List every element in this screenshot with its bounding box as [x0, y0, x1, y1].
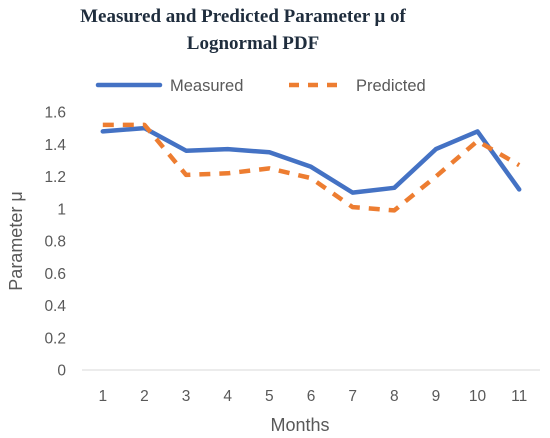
series-line-measured: [100, 125, 522, 195]
y-tick-label: 0.4: [44, 298, 66, 315]
y-tick-label: 0.8: [44, 234, 66, 251]
y-tick-label: 1.2: [44, 169, 66, 186]
x-tick-label: 2: [140, 388, 149, 405]
plot-series: [100, 122, 522, 213]
y-axis-title: Parameter μ: [6, 191, 26, 290]
y-tick-label: 0.2: [44, 330, 66, 347]
x-tick-label: 8: [390, 388, 399, 405]
x-tick-label: 11: [511, 388, 527, 405]
series-line-predicted: [102, 122, 521, 213]
x-tick-label: 10: [469, 388, 487, 405]
x-tick-label: 1: [99, 388, 108, 405]
x-tick-label: 5: [265, 388, 274, 405]
chart-title-line-1: Measured and Predicted Parameter μ of: [80, 6, 406, 27]
x-tick-label: 6: [307, 388, 316, 405]
legend: Measured Predicted: [95, 77, 426, 95]
x-axis-title: Months: [270, 415, 329, 435]
y-tick-label: 1: [57, 201, 66, 218]
y-tick-label: 1.4: [44, 137, 66, 154]
y-axis-ticks: 0 0.2 0.4 0.6 0.8 1 1.2 1.4 1.6: [44, 105, 66, 380]
legend-label-predicted: Predicted: [356, 77, 426, 95]
legend-label-measured: Measured: [170, 77, 243, 95]
y-tick-label: 0.6: [44, 266, 66, 283]
y-tick-label: 1.6: [44, 105, 66, 122]
y-tick-label: 0: [57, 363, 66, 380]
x-tick-label: 9: [432, 388, 441, 405]
chart-title-line-2: Lognormal PDF: [187, 33, 319, 54]
x-tick-label: 4: [223, 388, 232, 405]
x-tick-label: 3: [182, 388, 191, 405]
x-tick-label: 7: [348, 388, 357, 405]
x-axis-ticks: 1 2 3 4 5 6 7 8 9 10 11: [99, 388, 528, 405]
